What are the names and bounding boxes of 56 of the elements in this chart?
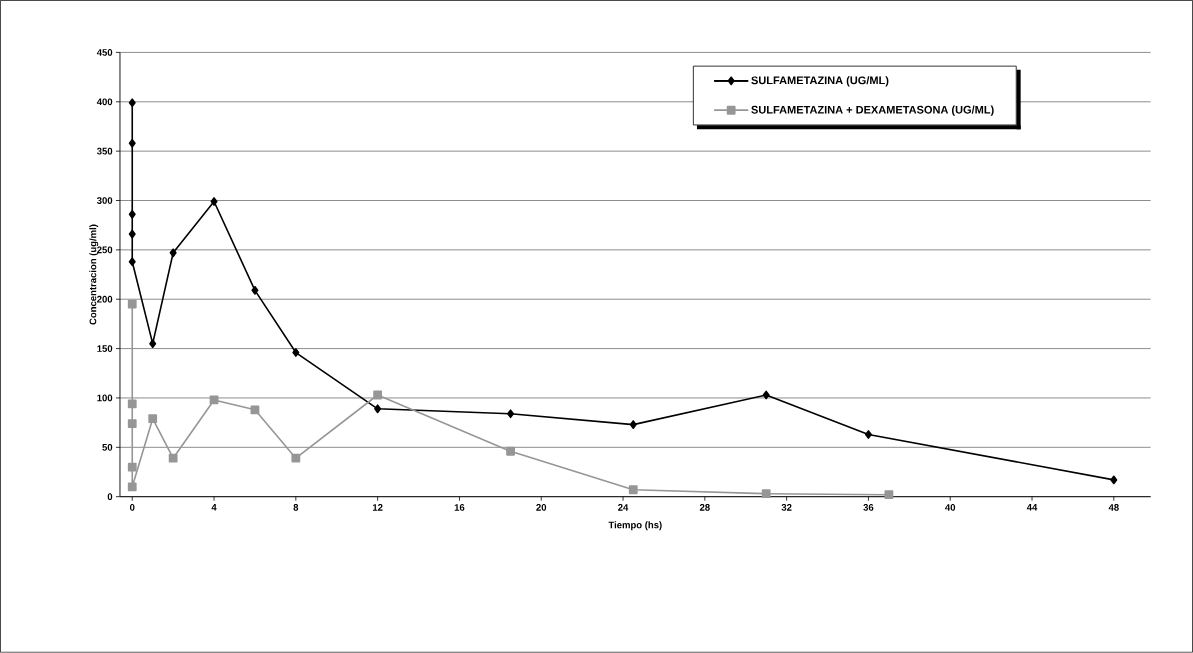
point bbox=[864, 430, 872, 440]
y-tick-label: 400 bbox=[96, 98, 113, 106]
point bbox=[169, 248, 177, 258]
point bbox=[149, 339, 157, 349]
x-tick-label: 28 bbox=[699, 504, 710, 511]
point bbox=[628, 485, 638, 495]
point bbox=[210, 197, 218, 207]
x-tick-label: 40 bbox=[945, 504, 956, 511]
point bbox=[128, 229, 136, 239]
x-tick-label: 32 bbox=[781, 504, 792, 511]
x-tick-label: 0 bbox=[129, 504, 135, 511]
point bbox=[127, 482, 137, 492]
y-tick-label: 100 bbox=[97, 394, 113, 402]
point bbox=[762, 390, 770, 400]
point bbox=[128, 210, 136, 219]
point bbox=[128, 257, 136, 267]
y-tick-label: 350 bbox=[96, 147, 113, 155]
point bbox=[761, 489, 771, 499]
point bbox=[128, 139, 136, 148]
x-tick-label: 24 bbox=[618, 504, 629, 511]
point bbox=[148, 414, 158, 424]
y-tick-label: 150 bbox=[97, 345, 113, 353]
x-tick-label: 44 bbox=[1026, 504, 1038, 511]
point bbox=[168, 453, 178, 463]
point bbox=[250, 405, 260, 415]
point bbox=[884, 490, 894, 500]
point bbox=[251, 286, 259, 295]
point bbox=[507, 409, 515, 419]
legend-label: SULFAMETAZINA + DEXAMETASONA (UG/ML) bbox=[751, 105, 994, 116]
y-tick-label: 0 bbox=[107, 493, 113, 501]
y-tick-label: 250 bbox=[97, 246, 113, 254]
point bbox=[127, 399, 137, 409]
point bbox=[127, 462, 137, 472]
point bbox=[374, 404, 382, 414]
x-tick-label: 36 bbox=[863, 504, 874, 511]
x-tick-label: 12 bbox=[372, 504, 383, 511]
x-tick-label: 8 bbox=[293, 504, 299, 511]
y-tick-label: 450 bbox=[96, 49, 113, 56]
point bbox=[128, 98, 136, 108]
legend-label: SULFAMETAZINA (UG/ML) bbox=[751, 76, 889, 87]
point bbox=[1110, 475, 1118, 485]
y-tick-label: 300 bbox=[96, 197, 113, 205]
point bbox=[127, 419, 137, 429]
point bbox=[506, 447, 515, 456]
y-tick-label: 200 bbox=[97, 296, 113, 303]
point bbox=[127, 299, 137, 309]
x-tick-label: 16 bbox=[454, 504, 465, 511]
x-axis-title: Tiempo (hs) bbox=[608, 521, 662, 531]
point bbox=[292, 348, 300, 358]
point bbox=[373, 390, 383, 400]
x-tick-label: 48 bbox=[1108, 504, 1119, 511]
x-tick-label: 20 bbox=[536, 504, 547, 511]
x-tick-label: 4 bbox=[211, 504, 217, 511]
point bbox=[291, 453, 301, 463]
y-tick-label: 50 bbox=[102, 444, 113, 451]
point bbox=[629, 420, 637, 430]
